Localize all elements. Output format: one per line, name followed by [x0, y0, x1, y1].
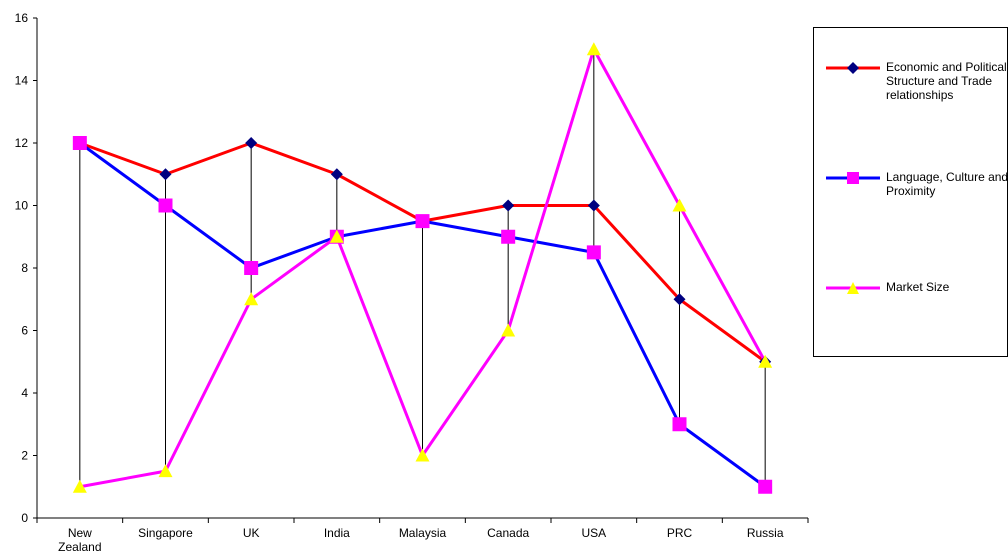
data-point-triangle [586, 42, 601, 56]
data-point-square [672, 417, 687, 432]
legend-label-line: Proximity [886, 184, 936, 198]
y-tick-label: 14 [15, 74, 29, 88]
data-point-diamond [502, 199, 515, 212]
legend-swatch-triangle [826, 282, 880, 294]
x-tick-label: New [68, 526, 92, 540]
data-point-square [586, 245, 601, 260]
x-tick-label: Canada [487, 526, 529, 540]
x-tick-label: Singapore [138, 526, 193, 540]
y-tick-label: 12 [15, 136, 29, 150]
y-tick-label: 8 [21, 261, 28, 275]
legend-label-line: relationships [886, 88, 954, 102]
legend-label-line: Language, Culture and [886, 170, 1008, 184]
data-point-triangle [415, 448, 430, 462]
data-point-triangle [329, 229, 344, 243]
data-point-diamond [673, 293, 686, 306]
x-tick-label: Malaysia [399, 526, 447, 540]
y-tick-label: 4 [21, 386, 28, 400]
data-point-triangle [72, 479, 87, 493]
x-tick-label: UK [243, 526, 260, 540]
data-point-square [244, 261, 259, 275]
legend-label-line: Economic and Political [886, 60, 1007, 74]
x-tick-label: PRC [667, 526, 693, 540]
y-tick-label: 2 [21, 449, 28, 463]
chart-legend: Economic and Political Structure and Tra… [813, 27, 1008, 357]
x-tick-label: Russia [747, 526, 784, 540]
legend-label-language: Language, Culture and Proximity [886, 170, 1008, 198]
data-point-triangle [244, 292, 259, 306]
data-point-triangle [501, 323, 516, 337]
legend-label-line: Market Size [886, 280, 950, 294]
legend-swatch-diamond [826, 62, 880, 74]
data-point-square [158, 198, 173, 213]
data-point-triangle [672, 198, 687, 212]
data-point-square [72, 136, 87, 150]
data-point-diamond [587, 199, 600, 212]
data-point-diamond [159, 168, 172, 181]
data-point-triangle [158, 464, 173, 478]
legend-swatch-square [826, 172, 880, 184]
y-tick-label: 10 [15, 199, 29, 213]
y-tick-label: 16 [15, 11, 29, 25]
legend-label-economic: Economic and Political Structure and Tra… [886, 60, 1008, 102]
x-tick-label: India [324, 526, 350, 540]
y-tick-label: 6 [21, 324, 28, 338]
data-point-triangle [758, 354, 773, 368]
data-point-square [415, 214, 430, 229]
y-tick-label: 0 [21, 511, 28, 525]
data-point-square [758, 479, 773, 494]
x-tick-label: Zealand [58, 540, 101, 554]
legend-label-line: Structure and Trade [886, 74, 993, 88]
x-tick-label: USA [581, 526, 606, 540]
legend-label-market-size: Market Size [886, 280, 1008, 294]
data-point-diamond [245, 137, 258, 149]
data-point-diamond [330, 168, 343, 181]
data-point-square [501, 229, 516, 244]
